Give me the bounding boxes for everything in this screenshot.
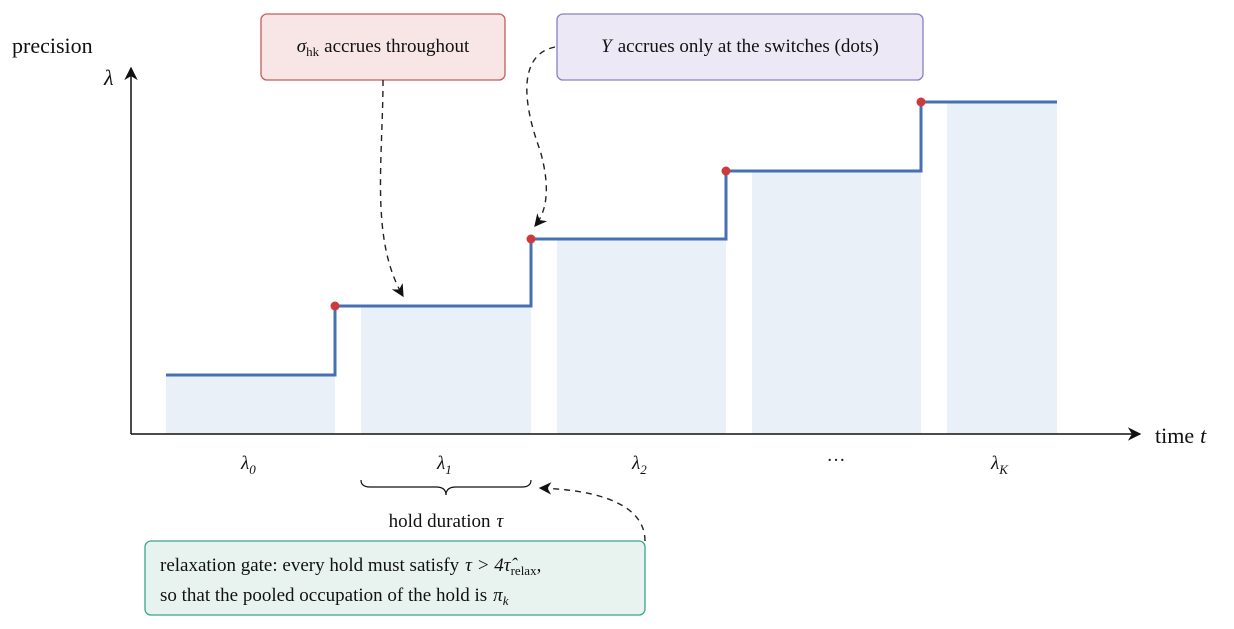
y-arrow xyxy=(526,46,556,227)
gate-line-2: so that the pooled occupation of the hol… xyxy=(160,585,509,608)
switch-dot xyxy=(721,166,731,176)
hold-symbol: λ xyxy=(436,453,445,474)
hold-label: λ1 xyxy=(436,453,452,477)
switch-dot xyxy=(526,234,536,244)
gate-symbol: π xyxy=(493,585,503,606)
x-axis-label-text: time xyxy=(1155,423,1194,448)
hold-fill xyxy=(752,171,921,434)
hold-duration-label: hold duration τ xyxy=(389,511,505,532)
gate-math: τ > 4τ̂ xyxy=(465,555,518,576)
hold-duration-symbol: τ xyxy=(497,511,505,532)
sigma-arrow xyxy=(379,79,404,298)
gate-line-1: relaxation gate: every hold must satisfy… xyxy=(160,555,541,578)
hold-fill xyxy=(361,306,531,434)
sigma-sub: hk xyxy=(306,44,320,59)
gate-sub: k xyxy=(503,593,509,608)
y-symbol: Y xyxy=(601,36,614,57)
y-axis-symbol: λ xyxy=(103,65,114,90)
switch-dots xyxy=(330,97,926,311)
x-axis-symbol: t xyxy=(1200,423,1207,448)
x-axis-label: time t xyxy=(1155,423,1207,448)
switch-dot xyxy=(330,301,340,311)
gate-text: so that the pooled occupation of the hol… xyxy=(160,585,487,606)
gate-arrow xyxy=(538,482,646,542)
hold-symbol: λ xyxy=(631,453,640,474)
hold-label: λ2 xyxy=(631,453,647,477)
gate-end: , xyxy=(537,555,542,576)
precision-steps xyxy=(166,100,1057,377)
sigma-symbol: σ xyxy=(297,36,307,57)
hold-duration-text: hold duration xyxy=(389,511,491,532)
hold-sub: 1 xyxy=(445,462,452,477)
gate-callout-box xyxy=(144,540,646,616)
hold-brace xyxy=(360,479,532,496)
sigma-callout: σhk accrues throughout xyxy=(297,36,470,59)
y-callout-box xyxy=(556,13,924,81)
hold-sub: K xyxy=(998,462,1009,477)
switch-dot xyxy=(916,97,926,107)
y-text: accrues only at the switches (dots) xyxy=(618,36,879,57)
hold-fill xyxy=(166,375,335,434)
hold-label: λK xyxy=(990,453,1009,477)
sigma-text: accrues throughout xyxy=(324,36,470,57)
hold-symbol: λ xyxy=(990,453,999,474)
hold-fill xyxy=(557,239,726,434)
gate-text: relaxation gate: every hold must satisfy xyxy=(160,555,460,576)
y-axis-label: precision xyxy=(12,33,93,58)
hold-symbol: λ xyxy=(240,453,249,474)
hold-label: λ0 xyxy=(240,453,256,477)
hold-label: ··· xyxy=(827,450,846,471)
hold-sub: 0 xyxy=(249,462,256,477)
hold-sub: 2 xyxy=(640,462,647,477)
hold-fill xyxy=(947,102,1057,434)
gate-sub: relax xyxy=(511,563,537,578)
hold-fills xyxy=(166,102,1057,434)
